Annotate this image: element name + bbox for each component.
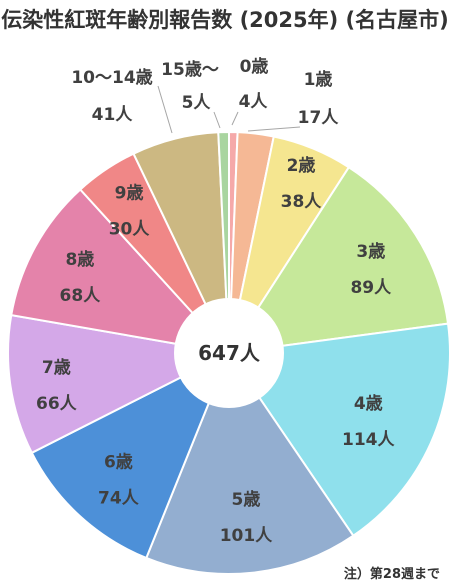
chart-title: 伝染性紅斑年齢別報告数 (2025年) (名古屋市) — [1, 8, 449, 32]
slice-category-label: 5歳 — [232, 489, 261, 510]
donut-hole — [174, 298, 284, 408]
slice-value-label: 30人 — [109, 219, 151, 239]
slice-value-label: 41人 — [92, 105, 134, 125]
slice-8歳 — [10, 188, 232, 355]
slice-category-label: 7歳 — [42, 357, 71, 378]
slice-5歳 — [144, 350, 355, 575]
slice-value-label: 38人 — [281, 192, 323, 212]
slice-value-label: 114人 — [342, 430, 395, 450]
slice-category-label: 8歳 — [65, 249, 94, 270]
slice-value-label: 68人 — [60, 286, 102, 306]
slice-category-label: 6歳 — [104, 451, 133, 472]
slice-value-label: 74人 — [98, 488, 140, 508]
slice-category-label: 2歳 — [287, 155, 316, 176]
leader-line-1歳 — [247, 126, 301, 132]
slice-7歳 — [7, 313, 233, 455]
slice-category-label: 15歳〜 — [161, 59, 219, 80]
slice-category-label: 0歳 — [240, 56, 269, 77]
slice-category-label: 10〜14歳 — [71, 67, 152, 88]
slice-value-label: 89人 — [350, 278, 392, 298]
slice-value-label: 17人 — [298, 108, 340, 128]
slice-value-label: 101人 — [220, 526, 273, 546]
leader-line-0歳 — [231, 111, 239, 126]
slice-value-label: 66人 — [36, 394, 78, 414]
slice-3歳 — [226, 165, 450, 355]
slice-category-label: 4歳 — [354, 393, 383, 414]
leader-line-15歳〜 — [213, 111, 221, 129]
chart-note: 注）第28週まで — [343, 567, 440, 582]
slice-value-label: 4人 — [239, 92, 269, 112]
leader-line-10〜14歳 — [157, 85, 173, 134]
total-label: 647人 — [198, 341, 261, 365]
slice-6歳 — [30, 350, 231, 560]
slice-category-label: 1歳 — [304, 69, 333, 90]
slice-category-label: 9歳 — [115, 182, 144, 203]
slice-value-label: 5人 — [182, 93, 212, 113]
slice-15歳〜 — [217, 130, 230, 354]
slice-category-label: 3歳 — [356, 241, 385, 262]
